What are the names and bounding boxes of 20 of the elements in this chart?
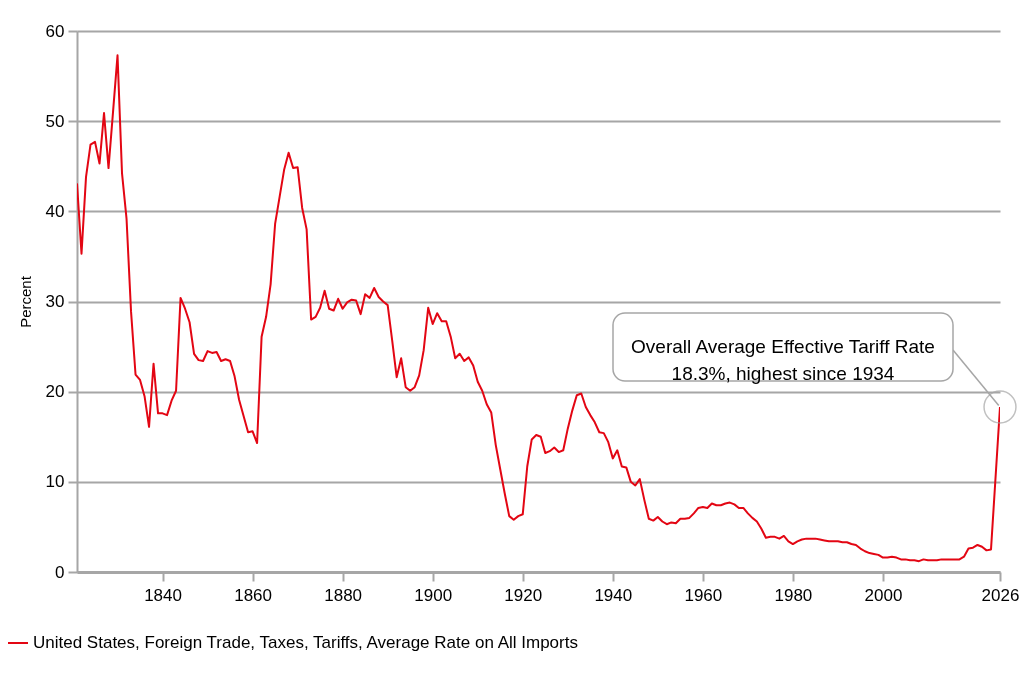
y-tick-label: 60	[45, 21, 65, 41]
x-tick-label: 1960	[684, 585, 723, 605]
x-tick-label: 1920	[504, 585, 543, 605]
x-tick-label: 2000	[864, 585, 903, 605]
x-tick-label: 1860	[234, 585, 273, 605]
y-tick-label: 40	[45, 201, 65, 221]
x-tick-label: 2026	[981, 585, 1020, 605]
y-tick-label: 30	[45, 292, 65, 311]
x-tick-label: 1940	[594, 585, 633, 605]
y-tick-label: 50	[45, 111, 65, 131]
y-tick-label: 20	[45, 382, 65, 402]
y-axis-title: Percent	[16, 275, 34, 328]
legend-label: United States, Foreign Trade, Taxes, Tariffs, Average Rate on All Imports	[33, 633, 578, 652]
annotation: Overall Average Effective Tariff Rate 18.3%, highest since 1934	[631, 335, 935, 384]
y-tick-label: 0	[55, 562, 65, 582]
y-tick-label: 10	[45, 472, 65, 492]
x-tick-label: 1840	[144, 585, 182, 605]
x-tick-label: 1980	[774, 585, 813, 605]
x-tick-label: 1900	[414, 585, 453, 605]
x-tick-label: 1880	[324, 585, 363, 605]
